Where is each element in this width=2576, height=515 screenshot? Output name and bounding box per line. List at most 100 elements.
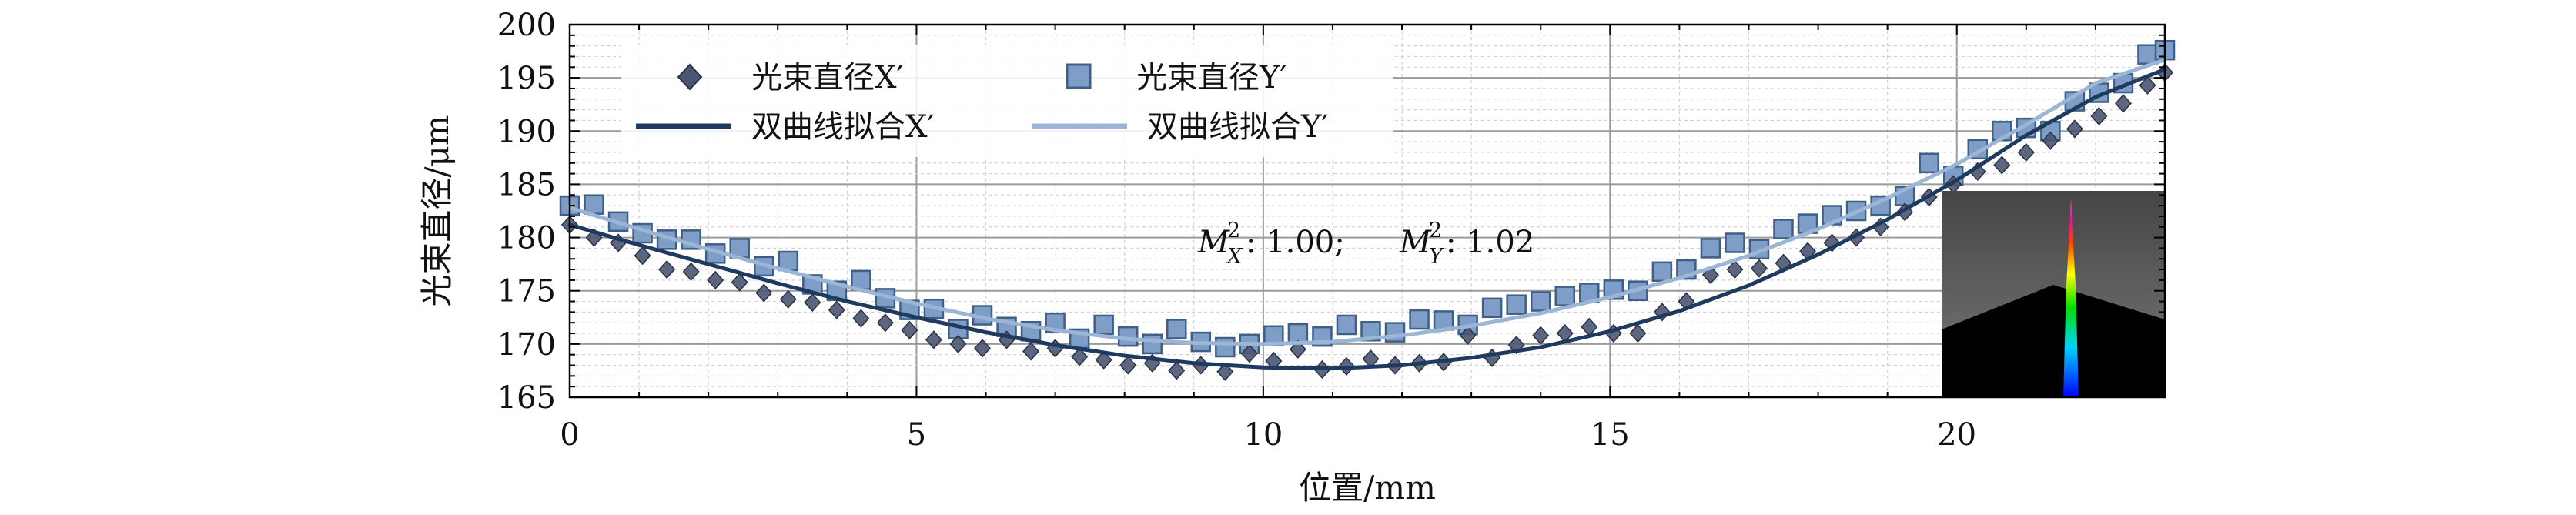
x-point bbox=[1750, 259, 1768, 278]
y-point bbox=[1215, 336, 1236, 358]
x-point bbox=[779, 289, 797, 309]
legend-item-y-fit: 双曲线拟合Y′ bbox=[1032, 109, 1329, 145]
x-tick-label: 0 bbox=[560, 417, 579, 453]
annotation-my-sup: 2 bbox=[1429, 219, 1442, 242]
y-point bbox=[1506, 294, 1527, 315]
x-point bbox=[1629, 323, 1647, 343]
y-fit-curve bbox=[567, 58, 2167, 346]
y-point bbox=[584, 194, 604, 215]
y-tick-label: 185 bbox=[497, 167, 556, 202]
y-tick-label: 195 bbox=[497, 61, 556, 96]
x-point bbox=[731, 273, 748, 292]
x-point bbox=[828, 300, 845, 319]
y-tick-label: 190 bbox=[497, 114, 556, 149]
annotation-mx-sub: X bbox=[1226, 245, 1243, 269]
y-point bbox=[1166, 319, 1187, 339]
x-point bbox=[1119, 356, 1137, 375]
y-tick-label: 170 bbox=[497, 327, 556, 363]
y-point bbox=[851, 269, 871, 291]
y-point bbox=[1773, 219, 1794, 239]
legend-label-y-points: 光束直径Y′ bbox=[1136, 60, 1287, 95]
x-point bbox=[974, 339, 992, 358]
y-point bbox=[1700, 238, 1721, 259]
y-point bbox=[1554, 286, 1575, 306]
annotation-mx-value: : 1.00; bbox=[1246, 225, 1345, 260]
y-point bbox=[1336, 314, 1357, 336]
y-point bbox=[1093, 314, 1114, 336]
legend-square-marker bbox=[1066, 63, 1092, 89]
legend-label-x-points: 光束直径X′ bbox=[751, 60, 904, 95]
x-point bbox=[2090, 106, 2108, 126]
x-point bbox=[707, 270, 724, 290]
x-point bbox=[804, 293, 821, 313]
legend-item-y-points: 光束直径Y′ bbox=[1066, 60, 1287, 95]
x-point bbox=[1022, 342, 1040, 361]
series-layer bbox=[559, 39, 2176, 381]
y-tick-labels: 165 170 175 180 185 190 195 200 bbox=[497, 8, 556, 416]
annotation-mx-sup: 2 bbox=[1227, 219, 1240, 242]
x-point bbox=[634, 246, 651, 266]
x-point bbox=[2114, 94, 2132, 113]
y-point bbox=[1725, 232, 1745, 253]
y-point bbox=[1384, 322, 1406, 343]
annotation-mx-label: M bbox=[1197, 225, 1230, 260]
y-point bbox=[1481, 297, 1503, 319]
y-axis-label: 光束直径/μm bbox=[418, 115, 456, 306]
x-point bbox=[1168, 361, 1186, 380]
x-point bbox=[1726, 259, 1744, 279]
x-point bbox=[925, 330, 942, 349]
axis-ticks bbox=[569, 24, 2166, 398]
y-point bbox=[1651, 261, 1673, 283]
y-point bbox=[778, 250, 799, 272]
x-point bbox=[1289, 339, 1306, 359]
x-axis-label: 位置/mm bbox=[1299, 469, 1436, 507]
legend-label-y-fit: 双曲线拟合Y′ bbox=[1147, 109, 1329, 145]
x-point bbox=[1071, 347, 1089, 366]
x-tick-label: 20 bbox=[1937, 417, 1976, 453]
y-point bbox=[1919, 152, 1939, 174]
x-point bbox=[1993, 156, 2011, 175]
y-tick-label: 175 bbox=[497, 274, 556, 309]
x-point bbox=[901, 320, 918, 339]
y-point bbox=[1433, 310, 1454, 331]
legend-item-x-fit: 双曲线拟合X′ bbox=[636, 109, 935, 145]
x-point bbox=[852, 309, 870, 328]
annotation-my-value: : 1.02 bbox=[1446, 225, 1534, 260]
y-point bbox=[1530, 291, 1551, 312]
y-tick-label: 165 bbox=[497, 380, 556, 416]
x-point bbox=[755, 283, 773, 303]
y-point bbox=[2137, 44, 2158, 65]
x-point bbox=[2139, 75, 2156, 95]
x-point bbox=[949, 334, 967, 353]
x-point bbox=[1459, 326, 1477, 345]
legend: 光束直径X′ 光束直径Y′ 双曲线拟合X′ 双曲线拟合Y′ bbox=[621, 45, 1393, 157]
legend-box bbox=[621, 45, 1393, 157]
x-tick-labels: 0 5 10 15 20 bbox=[560, 417, 1976, 453]
x-point bbox=[1507, 336, 1525, 355]
x-tick-label: 10 bbox=[1243, 417, 1283, 453]
m-squared-annotation: M 2 X : 1.00; M 2 Y : 1.02 bbox=[1197, 219, 1534, 269]
x-point bbox=[682, 262, 700, 281]
y-tick-label: 200 bbox=[497, 8, 556, 43]
legend-item-x-points: 光束直径X′ bbox=[677, 60, 904, 95]
annotation-my-sub: Y bbox=[1429, 245, 1444, 269]
x-point bbox=[2042, 131, 2059, 150]
x-point bbox=[658, 259, 676, 279]
x-point bbox=[1240, 344, 1258, 363]
legend-diamond-marker bbox=[677, 63, 703, 91]
x-point bbox=[1216, 362, 1234, 381]
plot-frame bbox=[568, 23, 2166, 399]
x-tick-label: 5 bbox=[907, 417, 926, 453]
x-point bbox=[1701, 265, 1719, 285]
x-point bbox=[2017, 142, 2035, 162]
y-tick-label: 180 bbox=[497, 221, 556, 256]
y-point bbox=[1409, 309, 1430, 330]
x-fit-curve bbox=[567, 67, 2167, 371]
x-point bbox=[2066, 119, 2083, 139]
y-point bbox=[1142, 333, 1163, 355]
y-point bbox=[1287, 323, 1309, 344]
annotation-my-label: M bbox=[1399, 225, 1432, 260]
beam-profile-inset bbox=[1942, 191, 2165, 397]
x-point bbox=[876, 313, 894, 333]
